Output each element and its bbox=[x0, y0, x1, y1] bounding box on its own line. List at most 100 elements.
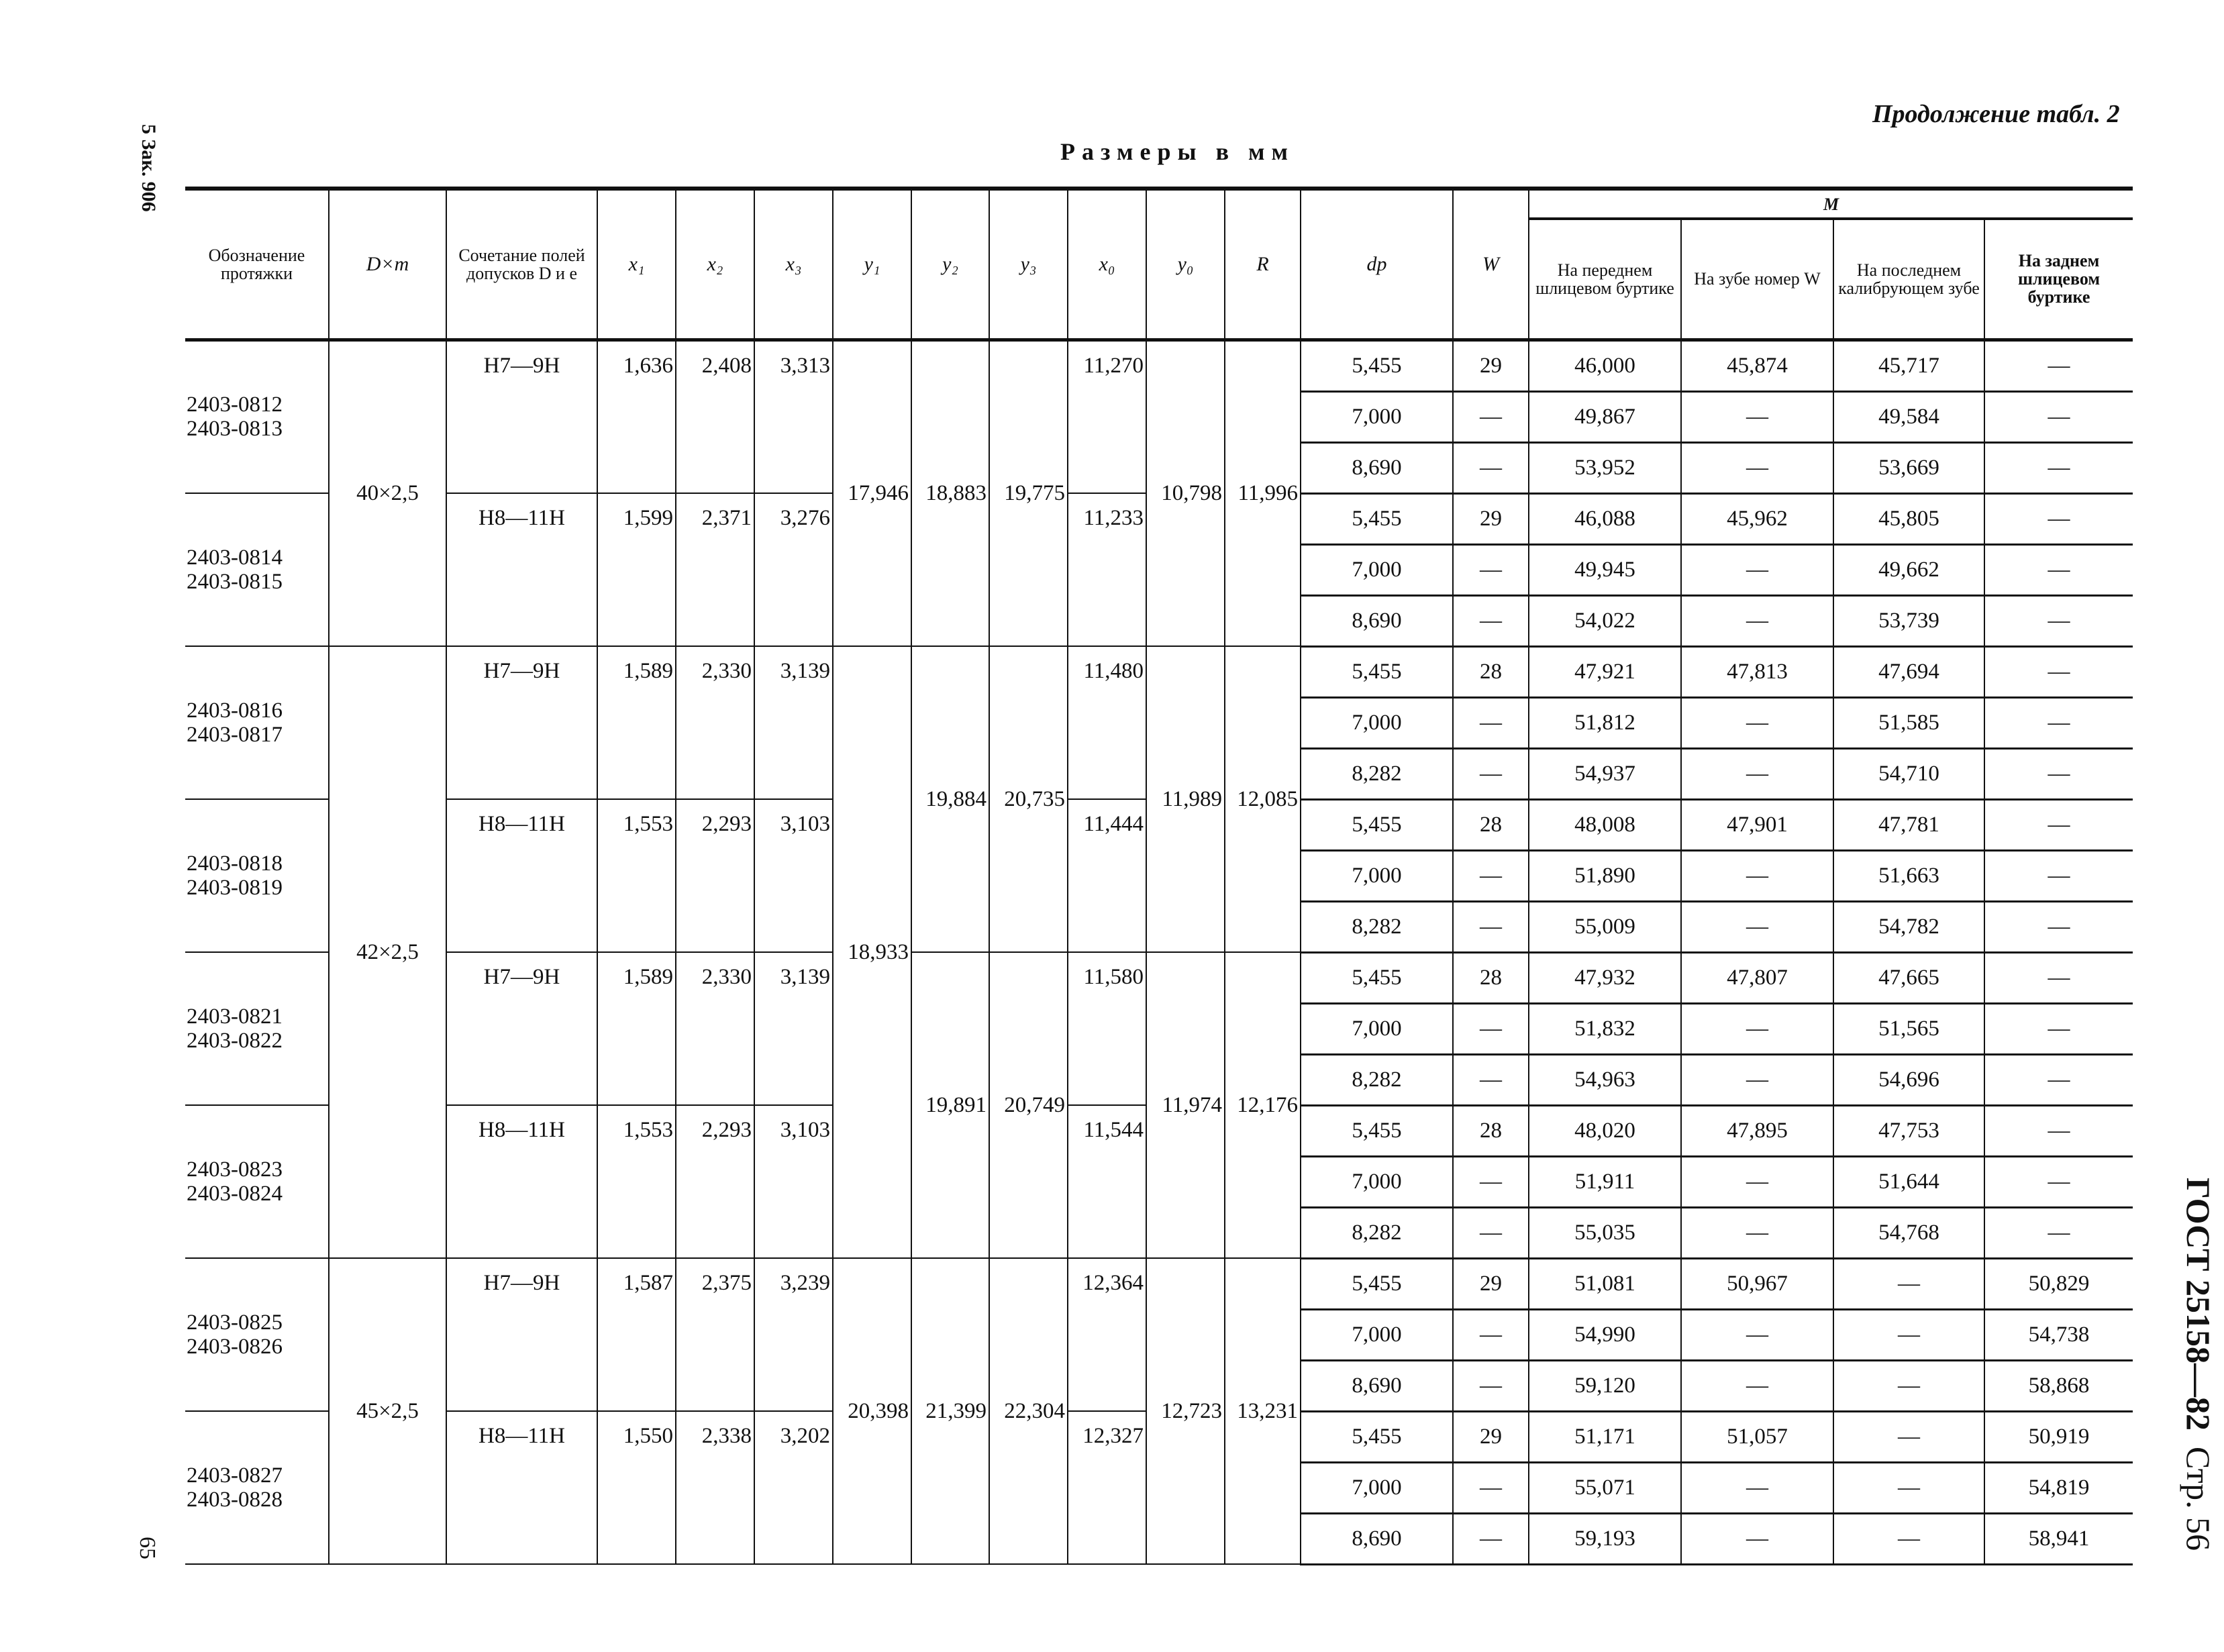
m-last-sizing-tooth-cell: — bbox=[1833, 1258, 1984, 1310]
dp-cell: 7,000 bbox=[1300, 391, 1453, 444]
designation-cell: 2403-0812 2403-0813 bbox=[185, 340, 329, 494]
y0-cell: 10,798 bbox=[1146, 340, 1225, 647]
table-row: 8,282—55,035—54,768— bbox=[185, 1207, 2133, 1259]
table-continuation-label: Продолжение табл. 2 bbox=[1872, 100, 2120, 128]
x2-cell: 2,330 bbox=[675, 646, 754, 800]
m-last-sizing-tooth-cell: — bbox=[1833, 1513, 1984, 1565]
designation-cell: 2403-0823 2403-0824 bbox=[185, 1105, 329, 1259]
m-tooth-w-cell: 47,895 bbox=[1680, 1105, 1833, 1157]
x0-cell: 11,270 bbox=[1067, 340, 1146, 494]
header-dxm: D×m bbox=[328, 187, 446, 342]
designation-code: 2403-0813 bbox=[187, 417, 283, 442]
m-rear-collar-cell: — bbox=[1984, 1054, 2133, 1106]
w-cell: — bbox=[1452, 442, 1529, 495]
w-cell: 28 bbox=[1452, 799, 1529, 851]
table-row: 2403-0827 2403-0828 H8—11H 1,550 2,338 3,202 1… bbox=[185, 1411, 2133, 1565]
m-last-sizing-tooth-cell: 45,717 bbox=[1833, 340, 1984, 393]
m-rear-collar-cell: — bbox=[1984, 646, 2133, 699]
m-rear-collar-cell: — bbox=[1984, 1207, 2133, 1259]
m-last-sizing-tooth-cell: 45,805 bbox=[1833, 493, 1984, 546]
m-last-sizing-tooth-cell: 53,739 bbox=[1833, 595, 1984, 648]
m-last-sizing-tooth-cell: 54,768 bbox=[1833, 1207, 1984, 1259]
m-tooth-w-cell: — bbox=[1680, 1462, 1833, 1514]
x3-cell: 3,139 bbox=[754, 952, 833, 1106]
dp-cell: 5,455 bbox=[1300, 493, 1453, 546]
m-front-collar-cell: 46,000 bbox=[1528, 340, 1681, 393]
m-last-sizing-tooth-cell: — bbox=[1833, 1309, 1984, 1361]
header-w: W bbox=[1452, 187, 1529, 342]
m-rear-collar-cell: — bbox=[1984, 1003, 2133, 1055]
y1-cell: 18,933 bbox=[832, 646, 911, 1259]
m-tooth-w-cell: — bbox=[1680, 1156, 1833, 1208]
table-row: 2403-0821 2403-0822 H7—9H 1,589 2,330 3,139 19… bbox=[185, 952, 2133, 1259]
m-tooth-w-cell: — bbox=[1680, 1207, 1833, 1259]
table-row: 2403-0825 2403-0826 45×2,5 H7—9H 1,587 2,375 3… bbox=[185, 1258, 2133, 1565]
x0-cell: 11,580 bbox=[1067, 952, 1146, 1106]
dxm-cell: 45×2,5 bbox=[328, 1258, 446, 1565]
m-tooth-w-cell: 47,807 bbox=[1680, 952, 1833, 1004]
designation-code: 2403-0825 bbox=[187, 1310, 283, 1335]
x0-cell: 11,233 bbox=[1067, 493, 1146, 647]
x1-cell: 1,587 bbox=[597, 1258, 676, 1412]
m-last-sizing-tooth-cell: 54,696 bbox=[1833, 1054, 1984, 1106]
designation-code: 2403-0817 bbox=[187, 723, 283, 747]
m-front-collar-cell: 51,911 bbox=[1528, 1156, 1681, 1208]
m-front-collar-cell: 59,120 bbox=[1528, 1360, 1681, 1412]
x1-cell: 1,636 bbox=[597, 340, 676, 494]
table-row: 7,000—49,945—49,662— bbox=[185, 544, 2133, 597]
m-front-collar-cell: 54,022 bbox=[1528, 595, 1681, 648]
w-cell: — bbox=[1452, 1513, 1529, 1565]
tolerance-cell: H7—9H bbox=[446, 340, 597, 494]
y2-cell: 19,884 bbox=[911, 646, 989, 953]
dimensions-table: Обозначение протяжки D×m Сочетание полей… bbox=[185, 187, 2133, 1565]
y3-cell: 20,735 bbox=[989, 646, 1068, 953]
designation-code: 2403-0827 bbox=[187, 1463, 283, 1488]
m-tooth-w-cell: 47,813 bbox=[1680, 646, 1833, 699]
m-front-collar-cell: 46,088 bbox=[1528, 493, 1681, 546]
m-rear-collar-cell: — bbox=[1984, 391, 2133, 444]
dp-cell: 5,455 bbox=[1300, 646, 1453, 699]
dp-cell: 5,455 bbox=[1300, 1411, 1453, 1463]
m-front-collar-cell: 48,008 bbox=[1528, 799, 1681, 851]
m-front-collar-cell: 54,963 bbox=[1528, 1054, 1681, 1106]
w-cell: — bbox=[1452, 1156, 1529, 1208]
header-tolerance: Сочетание полей допусков D и e bbox=[446, 187, 597, 342]
header-y1: y₁ bbox=[832, 187, 911, 342]
w-cell: 28 bbox=[1452, 646, 1529, 699]
table-row: 8,690—53,952—53,669— bbox=[185, 442, 2133, 495]
table-row: 7,000—49,867—49,584— bbox=[185, 391, 2133, 444]
r-cell: 12,176 bbox=[1224, 952, 1301, 1259]
header-dp: dp bbox=[1300, 187, 1453, 342]
m-rear-collar-cell: — bbox=[1984, 544, 2133, 597]
x3-cell: 3,276 bbox=[754, 493, 833, 647]
header-y2: y₂ bbox=[911, 187, 989, 342]
designation-cell: 2403-0827 2403-0828 bbox=[185, 1411, 329, 1565]
header-designation: Обозначение протяжки bbox=[185, 187, 329, 342]
table-row: 2403-0823 2403-0824 H8—11H 1,553 2,293 3,103 1… bbox=[185, 1105, 2133, 1259]
header-y0: y₀ bbox=[1146, 187, 1225, 342]
m-tooth-w-cell: 51,057 bbox=[1680, 1411, 1833, 1463]
m-tooth-w-cell: — bbox=[1680, 544, 1833, 597]
w-cell: — bbox=[1452, 901, 1529, 953]
m-front-collar-cell: 51,081 bbox=[1528, 1258, 1681, 1310]
y0-cell: 12,723 bbox=[1146, 1258, 1225, 1565]
dp-cell: 7,000 bbox=[1300, 1309, 1453, 1361]
y2-cell: 19,891 bbox=[911, 952, 989, 1259]
m-last-sizing-tooth-cell: 51,585 bbox=[1833, 697, 1984, 750]
dp-cell: 8,690 bbox=[1300, 1360, 1453, 1412]
x2-cell: 2,330 bbox=[675, 952, 754, 1106]
m-last-sizing-tooth-cell: 54,782 bbox=[1833, 901, 1984, 953]
m-rear-collar-cell: — bbox=[1984, 340, 2133, 393]
r-cell: 11,996 bbox=[1224, 340, 1301, 647]
m-rear-collar-cell: — bbox=[1984, 901, 2133, 953]
designation-code: 2403-0823 bbox=[187, 1157, 283, 1182]
tolerance-cell: H8—11H bbox=[446, 493, 597, 647]
w-cell: — bbox=[1452, 1207, 1529, 1259]
m-tooth-w-cell: — bbox=[1680, 442, 1833, 495]
m-last-sizing-tooth-cell: 49,662 bbox=[1833, 544, 1984, 597]
x1-cell: 1,553 bbox=[597, 799, 676, 953]
dxm-cell: 40×2,5 bbox=[328, 340, 446, 647]
m-tooth-w-cell: — bbox=[1680, 1054, 1833, 1106]
designation-code: 2403-0822 bbox=[187, 1029, 283, 1053]
y1-cell: 20,398 bbox=[832, 1258, 911, 1565]
